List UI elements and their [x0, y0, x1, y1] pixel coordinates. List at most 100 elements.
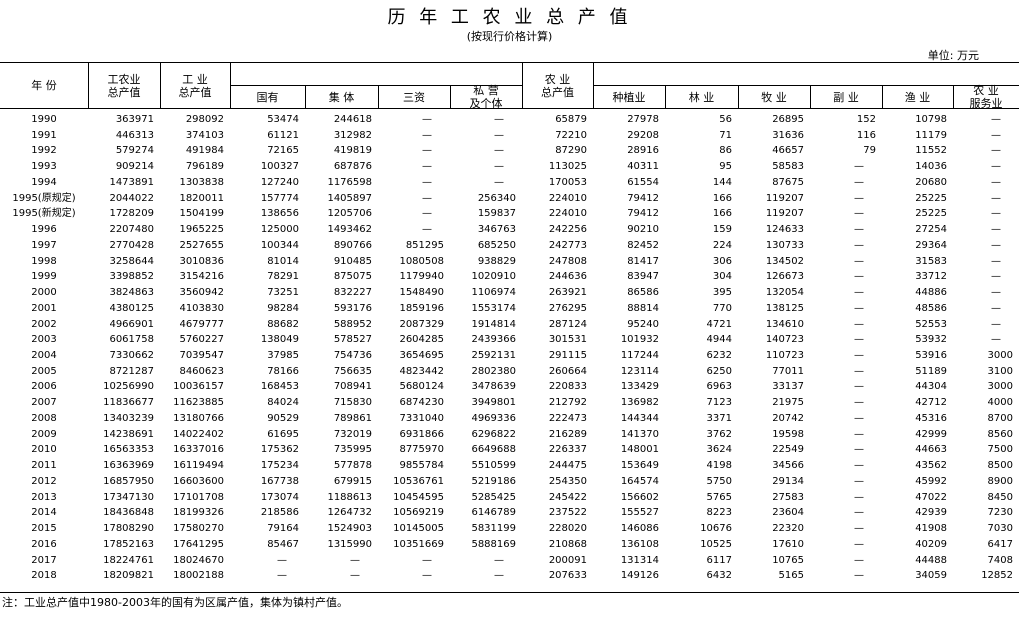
- row-label: 2014: [31, 507, 57, 519]
- cell: 43562: [915, 460, 947, 472]
- cell: 770: [712, 302, 732, 314]
- cell: 52553: [915, 318, 947, 330]
- cell: 156602: [620, 491, 659, 503]
- row-label: 2011: [31, 460, 57, 472]
- cell: 1205706: [327, 208, 372, 220]
- column-header: 渔 业: [904, 90, 931, 104]
- row-label: 2007: [31, 397, 57, 409]
- cell: 256340: [477, 192, 516, 204]
- cell: 10454595: [393, 491, 444, 503]
- cell: 18199326: [173, 507, 224, 519]
- cell: —: [494, 161, 504, 173]
- cell: 42712: [915, 397, 947, 409]
- cell: 222473: [548, 412, 587, 424]
- cell: 1106974: [471, 287, 516, 299]
- cell: 71: [719, 129, 732, 141]
- cell: 132054: [765, 287, 804, 299]
- column-header: 国有: [256, 90, 279, 104]
- row-label: 1996: [31, 224, 57, 236]
- row-label: 2008: [31, 412, 57, 424]
- cell: 10569219: [393, 507, 444, 519]
- cell: 173074: [260, 491, 299, 503]
- cell: 58583: [772, 161, 804, 173]
- cell: —: [991, 271, 1001, 283]
- cell: 175362: [260, 444, 299, 456]
- cell: 86586: [627, 287, 659, 299]
- cell: 291115: [548, 350, 587, 361]
- cell: —: [422, 224, 432, 236]
- cell: 10036157: [173, 381, 224, 393]
- cell: 146086: [620, 523, 659, 535]
- cell: 44304: [915, 381, 947, 393]
- separator: [378, 85, 379, 108]
- cell: 29364: [915, 239, 947, 251]
- cell: 159: [712, 224, 732, 236]
- cell: 419819: [333, 145, 372, 157]
- row-label: 1997: [31, 239, 57, 251]
- separator: [88, 62, 89, 108]
- cell: 346763: [477, 224, 516, 236]
- row-label: 2000: [31, 287, 57, 299]
- cell: 5219186: [471, 475, 516, 487]
- cell: 5680124: [399, 381, 444, 393]
- cell: 212792: [548, 397, 587, 409]
- cell: —: [991, 114, 1001, 125]
- cell: 6417: [987, 538, 1013, 550]
- cell: 4969336: [471, 412, 516, 424]
- cell: 4823442: [399, 365, 444, 377]
- cell: —: [854, 507, 864, 519]
- cell: 17808290: [103, 523, 154, 535]
- cell: —: [422, 554, 432, 566]
- cell: 8900: [987, 475, 1013, 487]
- cell: 170053: [548, 176, 587, 188]
- cell: 224: [712, 239, 732, 251]
- column-header: 工农业 总产值: [107, 72, 141, 99]
- cell: —: [854, 570, 864, 582]
- cell: 19598: [772, 428, 804, 440]
- cell: 8775970: [399, 444, 444, 456]
- cell: 6963: [706, 381, 732, 393]
- cell: 3154216: [179, 271, 224, 283]
- cell: 46657: [772, 145, 804, 157]
- cell: 14238691: [103, 428, 154, 440]
- cell: 2802380: [471, 365, 516, 377]
- cell: 938829: [477, 255, 516, 267]
- rule: [230, 85, 522, 86]
- cell: 210868: [548, 538, 587, 550]
- cell: 3762: [706, 428, 732, 440]
- cell: 1303838: [179, 176, 224, 188]
- cell: 12852: [981, 570, 1013, 582]
- cell: 20742: [772, 412, 804, 424]
- cell: 31583: [915, 255, 947, 267]
- cell: 17580270: [173, 523, 224, 535]
- cell: 10536761: [393, 475, 444, 487]
- cell: 1473891: [109, 176, 154, 188]
- cell: 6061758: [109, 334, 154, 346]
- cell: 16857950: [103, 475, 154, 487]
- cell: 7408: [987, 554, 1013, 566]
- cell: 244475: [548, 460, 587, 472]
- column-header: 工 业 总产值: [178, 72, 212, 99]
- cell: 4380125: [109, 302, 154, 314]
- cell: 155527: [620, 507, 659, 519]
- row-label: 2009: [31, 428, 57, 440]
- cell: 79412: [627, 208, 659, 220]
- cell: 17347130: [103, 491, 154, 503]
- cell: 16337016: [173, 444, 224, 456]
- cell: 25225: [915, 192, 947, 204]
- subtitle: (按现行价格计算): [466, 30, 553, 43]
- separator: [450, 85, 451, 108]
- column-header: 农 业 总产值: [541, 72, 574, 99]
- cell: 14036: [915, 161, 947, 173]
- cell: 8460623: [179, 365, 224, 377]
- cell: 113025: [548, 161, 587, 173]
- cell: 17610: [772, 538, 804, 550]
- cell: 44886: [915, 287, 947, 299]
- cell: 7230: [987, 507, 1013, 519]
- cell: 16603600: [173, 475, 224, 487]
- cell: —: [422, 570, 432, 582]
- row-label: 2012: [31, 475, 57, 487]
- cell: —: [991, 287, 1001, 299]
- cell: 119207: [765, 208, 804, 220]
- cell: 149126: [620, 570, 659, 582]
